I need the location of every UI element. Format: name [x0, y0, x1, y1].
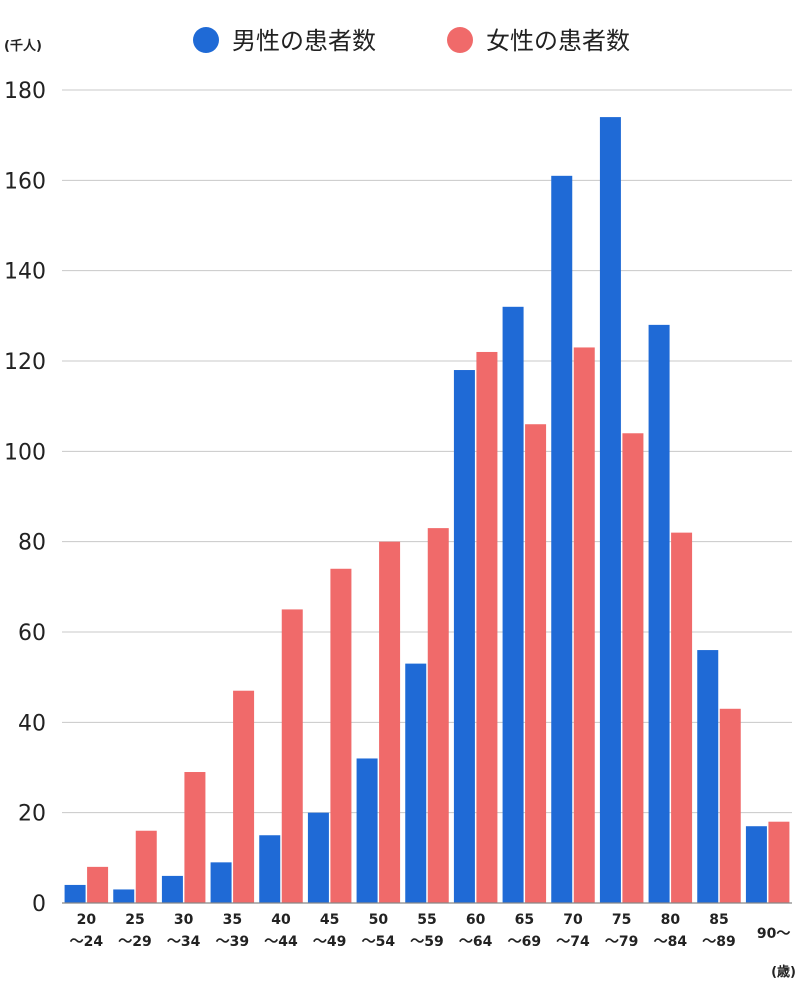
y-tick-label: 20 [18, 802, 46, 827]
x-tick-label: 60 [466, 912, 486, 928]
x-tick-label: 80 [661, 912, 681, 928]
bar-series-1-cat-10 [502, 306, 524, 903]
y-tick-label: 40 [18, 711, 46, 736]
x-tick-label: 85 [709, 912, 728, 928]
bar-series-1-cat-8 [405, 663, 427, 903]
y-tick-label: 100 [4, 440, 46, 465]
y-tick-label: 80 [18, 531, 46, 556]
gridlines [62, 89, 792, 814]
bar-series-2-cat-10 [525, 424, 547, 903]
x-tick-label: 30 [174, 912, 194, 928]
bar-series-2-cat-13 [671, 532, 693, 903]
bar-series-2-cat-7 [379, 541, 401, 903]
x-axis-unit: (歳) [771, 964, 796, 980]
bar-series-1-cat-12 [599, 117, 621, 904]
bar-series-1-cat-1 [64, 884, 86, 903]
y-tick-label: 60 [18, 621, 46, 646]
bar-series-2-cat-1 [87, 866, 109, 903]
bar-series-2-cat-6 [330, 568, 352, 903]
x-tick-label: 〜39 [216, 934, 249, 950]
y-tick-label: 140 [4, 260, 46, 285]
x-tick-label: 40 [271, 912, 291, 928]
x-tick-label: 45 [320, 912, 339, 928]
bars [64, 117, 790, 904]
legend-label-1: 男性の患者数 [232, 27, 376, 55]
bar-series-2-cat-5 [281, 609, 303, 903]
x-tick-label: 20 [77, 912, 97, 928]
y-axis-unit: (千人) [4, 38, 42, 54]
legend-swatch-2 [447, 27, 473, 53]
bar-series-1-cat-13 [648, 324, 670, 903]
x-tick-label: 〜59 [410, 934, 443, 950]
x-tick-label: 70 [563, 912, 583, 928]
x-tick-label: 〜49 [313, 934, 346, 950]
x-tick-label: 〜54 [362, 934, 396, 950]
bar-series-1-cat-14 [697, 650, 719, 903]
bar-series-2-cat-8 [427, 528, 449, 903]
x-tick-label: 〜64 [459, 934, 493, 950]
x-tick-label: 〜69 [508, 934, 541, 950]
bar-series-2-cat-12 [622, 433, 644, 903]
legend-label-2: 女性の患者数 [486, 27, 630, 55]
bar-series-1-cat-6 [307, 812, 329, 903]
bar-series-1-cat-4 [210, 862, 232, 903]
bar-series-1-cat-5 [259, 835, 281, 903]
bar-series-1-cat-7 [356, 758, 378, 903]
x-tick-label: 65 [515, 912, 534, 928]
bar-series-1-cat-3 [161, 875, 183, 903]
x-tick-label: 〜74 [556, 934, 590, 950]
x-tick-label: 50 [369, 912, 389, 928]
x-tick-label: 〜79 [605, 934, 638, 950]
y-tick-label: 120 [4, 350, 46, 375]
x-tick-label: 〜29 [118, 934, 151, 950]
bar-series-1-cat-15 [745, 826, 767, 903]
bar-series-1-cat-9 [453, 370, 475, 903]
x-tick-label: 〜89 [702, 934, 735, 950]
x-tick-label: 90〜 [757, 926, 790, 942]
x-axis-ticks: 20 〜24 25 〜29 30 〜34 35 〜39 40 〜44 45 〜49 50 〜54 55 〜59… [70, 912, 791, 950]
x-tick-label: 75 [612, 912, 631, 928]
bar-series-2-cat-14 [719, 708, 741, 903]
y-tick-label: 0 [32, 892, 46, 917]
x-tick-label: 25 [125, 912, 144, 928]
x-tick-label: 35 [223, 912, 242, 928]
x-tick-label: 〜44 [264, 934, 298, 950]
x-tick-label: 〜34 [167, 934, 201, 950]
x-tick-label: 〜84 [654, 934, 688, 950]
y-tick-label: 180 [4, 79, 46, 104]
x-tick-label: 55 [417, 912, 436, 928]
bar-series-2-cat-15 [768, 821, 790, 903]
bar-series-2-cat-3 [184, 772, 206, 903]
bar-series-2-cat-11 [573, 347, 595, 903]
bar-series-1-cat-2 [113, 889, 135, 903]
bar-series-2-cat-9 [476, 351, 498, 903]
bar-series-1-cat-11 [551, 175, 573, 904]
legend: 男性の患者数 女性の患者数 [193, 27, 630, 55]
y-tick-label: 160 [4, 169, 46, 194]
x-tick-label: 〜24 [70, 934, 104, 950]
bar-series-2-cat-2 [135, 830, 157, 903]
y-axis-ticks: 0 20 40 60 80 100 120 140 160 180 [4, 79, 46, 917]
legend-swatch-1 [193, 27, 219, 53]
bar-series-2-cat-4 [233, 690, 255, 903]
